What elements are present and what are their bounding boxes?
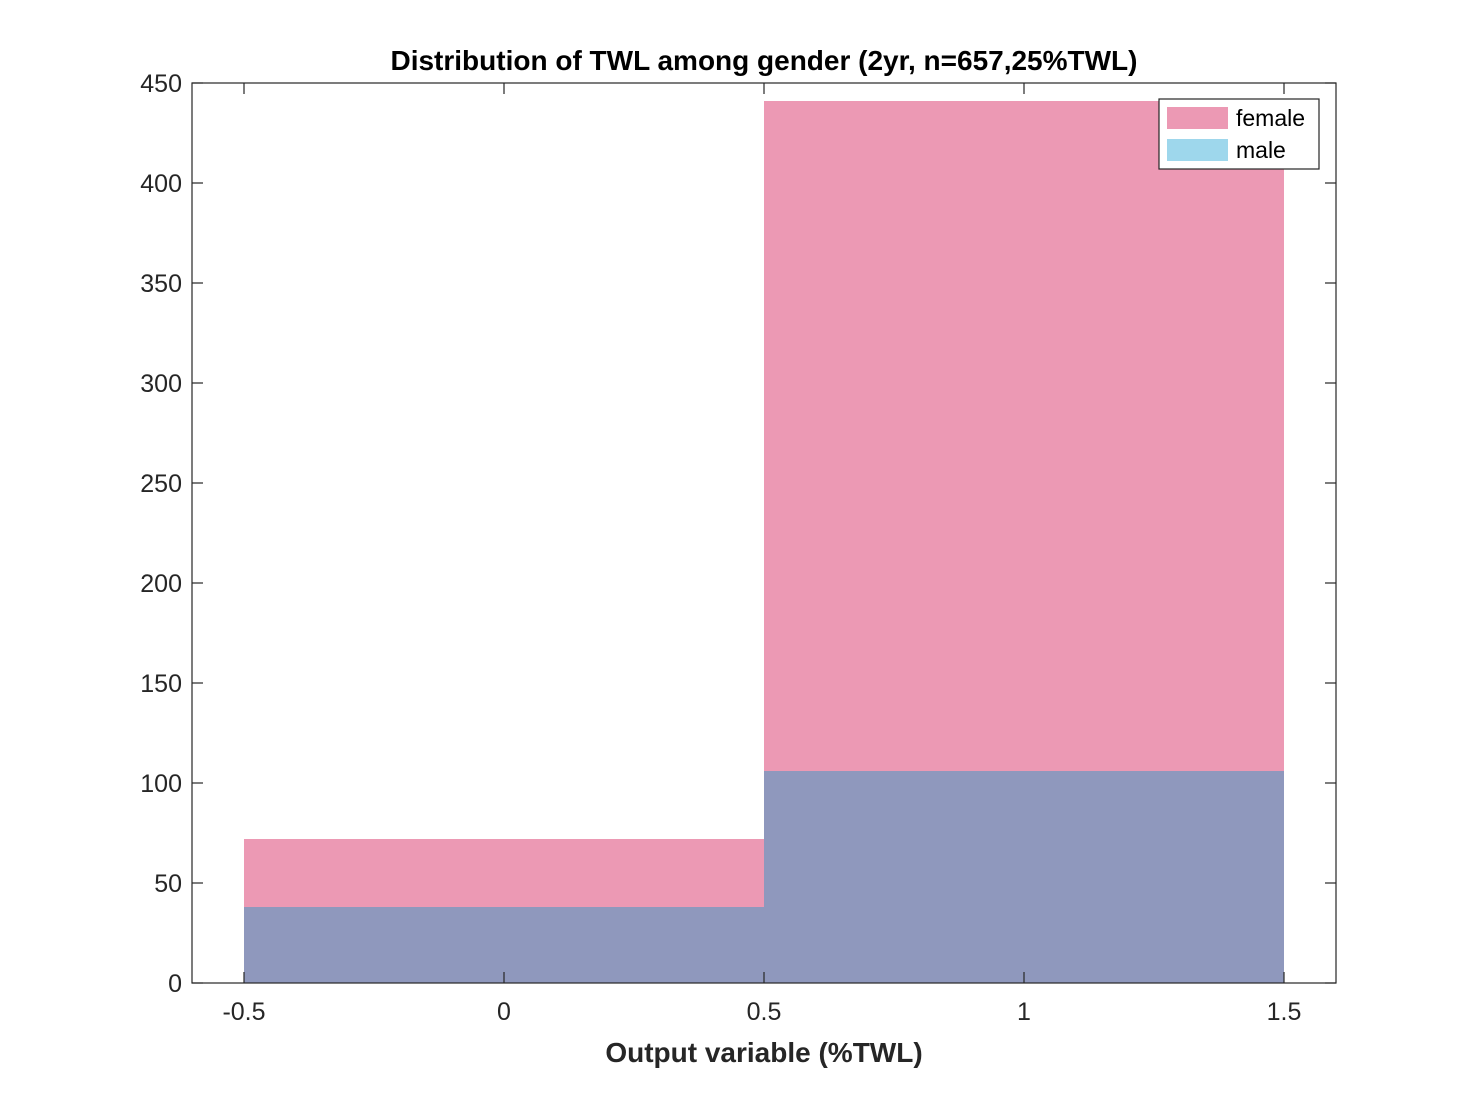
female-legend-swatch bbox=[1167, 107, 1228, 129]
male-legend-swatch bbox=[1167, 139, 1228, 161]
x-tick-label: -0.5 bbox=[222, 998, 265, 1026]
legend: female male bbox=[1158, 98, 1320, 170]
x-tick-label: 1 bbox=[1017, 998, 1031, 1026]
male-legend-label: male bbox=[1236, 137, 1286, 163]
y-tick-label: 200 bbox=[140, 570, 182, 598]
overlap-bar-bin-1 bbox=[244, 907, 764, 983]
x-tick-label: 0.5 bbox=[747, 998, 782, 1026]
y-tick-label: 300 bbox=[140, 370, 182, 398]
bars-layer bbox=[244, 101, 1284, 983]
y-tick-label: 450 bbox=[140, 70, 182, 98]
y-tick-label: 50 bbox=[154, 870, 182, 898]
x-tick-label: 0 bbox=[497, 998, 511, 1026]
female-legend-label: female bbox=[1236, 105, 1305, 131]
y-tick-label: 150 bbox=[140, 670, 182, 698]
overlap-bar-bin-2 bbox=[764, 771, 1284, 983]
female-bar-bin-2 bbox=[764, 101, 1284, 771]
female-bar-bin-1 bbox=[244, 839, 764, 907]
y-tick-label: 250 bbox=[140, 470, 182, 498]
chart-title: Distribution of TWL among gender (2yr, n… bbox=[390, 45, 1137, 76]
y-tick-label: 100 bbox=[140, 770, 182, 798]
x-tick-label: 1.5 bbox=[1267, 998, 1302, 1026]
y-tick-label: 0 bbox=[168, 970, 182, 998]
y-tick-label: 350 bbox=[140, 270, 182, 298]
x-axis-label: Output variable (%TWL) bbox=[605, 1037, 922, 1068]
y-tick-label: 400 bbox=[140, 170, 182, 198]
ticks-layer: -0.5 0 0.5 1 1.5 0 50 100 150 200 250 300 350 400 450 bbox=[140, 70, 1336, 1026]
